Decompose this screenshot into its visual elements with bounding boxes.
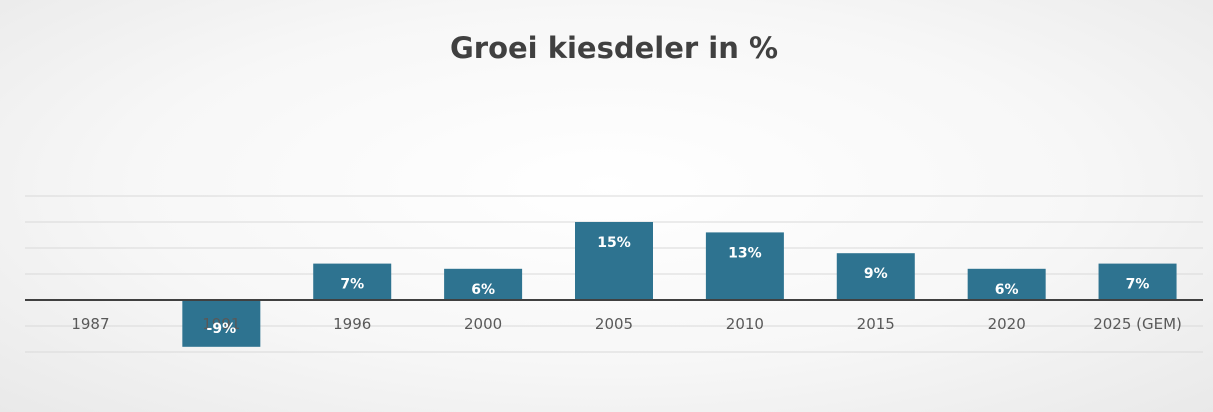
bar-2025-gem- — [1098, 263, 1177, 300]
x-tick-label: 2015 — [857, 315, 895, 333]
x-tick-label: 2000 — [464, 315, 502, 333]
bar-2000 — [444, 268, 523, 300]
data-label: 7% — [340, 277, 364, 293]
x-tick-label: 1991 — [202, 315, 240, 333]
bar-2010 — [705, 232, 784, 300]
data-label: 15% — [597, 235, 631, 251]
data-label: 13% — [728, 245, 762, 261]
x-tick-label: 1987 — [71, 315, 109, 333]
x-tick-label: 2005 — [595, 315, 633, 333]
chart-title: Groei kiesdeler in % — [450, 31, 778, 65]
data-label: -9% — [207, 321, 237, 337]
bar-2020 — [967, 268, 1046, 300]
x-tick-label: 1996 — [333, 315, 371, 333]
data-label: 9% — [864, 266, 888, 282]
bar-1991 — [182, 300, 261, 347]
data-label: 6% — [995, 282, 1019, 298]
bar-1996 — [313, 263, 392, 300]
x-tick-label: 2020 — [988, 315, 1026, 333]
x-tick-label: 2010 — [726, 315, 764, 333]
data-label: 6% — [471, 282, 495, 298]
data-label: 7% — [1126, 277, 1150, 293]
bar-2015 — [836, 253, 915, 300]
x-tick-label: 2025 (GEM) — [1093, 315, 1182, 333]
bar-2005 — [575, 222, 653, 300]
